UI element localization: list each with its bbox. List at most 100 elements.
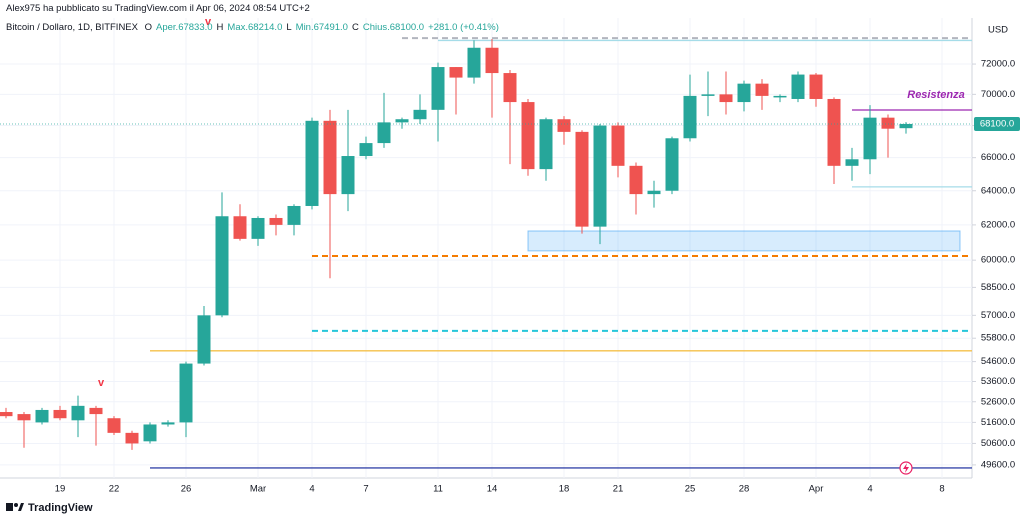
currency-label: USD bbox=[988, 25, 1008, 36]
y-tick-label: 57000.0 bbox=[981, 310, 1015, 321]
candle-body bbox=[287, 205, 301, 225]
x-tick-label: Mar bbox=[250, 484, 266, 495]
candle-body bbox=[629, 165, 643, 195]
last-price-box bbox=[974, 116, 1020, 131]
candle-body bbox=[125, 432, 139, 444]
candle-body bbox=[215, 216, 229, 316]
symbol-line: Bitcoin / Dollaro, 1D, BITFINEX O Aper.67… bbox=[6, 22, 503, 33]
grid bbox=[0, 18, 972, 478]
y-tick-label: 66000.0 bbox=[981, 152, 1015, 163]
ohlc-value: Aper.67833.0 bbox=[156, 22, 213, 33]
y-tick-label: 50600.0 bbox=[981, 438, 1015, 449]
x-tick-label: 21 bbox=[613, 484, 624, 495]
y-tick-label: 70000.0 bbox=[981, 89, 1015, 100]
candle-body bbox=[53, 409, 67, 419]
y-tick-label: 60000.0 bbox=[981, 255, 1015, 266]
candle-body bbox=[773, 95, 787, 98]
y-tick-label: 49600.0 bbox=[981, 459, 1015, 470]
alert-icon bbox=[899, 461, 913, 475]
x-tick-label: 11 bbox=[433, 484, 443, 495]
annotation: v bbox=[205, 16, 212, 28]
candle-body bbox=[467, 47, 481, 78]
candle-body bbox=[395, 119, 409, 123]
candle-body bbox=[161, 422, 175, 425]
candle-body bbox=[413, 109, 427, 120]
candle-body bbox=[521, 102, 535, 170]
alert-bolt bbox=[903, 463, 909, 473]
ohlc-key: H bbox=[216, 22, 224, 33]
candle-body bbox=[71, 405, 85, 421]
candle-body bbox=[863, 117, 877, 160]
x-tick-label: 28 bbox=[739, 484, 750, 495]
candle-body bbox=[449, 67, 463, 78]
y-tick-label: 72000.0 bbox=[981, 59, 1015, 70]
ohlc-key: L bbox=[286, 22, 292, 33]
candle-body bbox=[575, 131, 589, 227]
candle-body bbox=[557, 119, 571, 132]
x-tick-label: 14 bbox=[487, 484, 498, 495]
candle-body bbox=[0, 412, 13, 417]
x-tick-label: 22 bbox=[109, 484, 120, 495]
candle-body bbox=[251, 217, 265, 239]
candle-body bbox=[755, 83, 769, 96]
candle-body bbox=[683, 95, 697, 139]
candle-body bbox=[89, 407, 103, 415]
support-zone bbox=[527, 230, 961, 252]
y-tick-label: 52600.0 bbox=[981, 396, 1015, 407]
candle-body bbox=[593, 125, 607, 227]
candle-body bbox=[179, 363, 193, 423]
last-price-label: 68100.0 bbox=[980, 118, 1014, 129]
ohlc-key: O bbox=[144, 22, 153, 33]
x-tick-label: 18 bbox=[559, 484, 570, 495]
candle-body bbox=[305, 120, 319, 206]
x-tick-label: 4 bbox=[309, 484, 314, 495]
candle-body bbox=[377, 122, 391, 144]
x-tick-label: Apr bbox=[809, 484, 824, 495]
footer-brand: TradingView bbox=[28, 502, 93, 514]
footer-logo bbox=[6, 503, 24, 511]
x-tick-label: 25 bbox=[685, 484, 696, 495]
candle-body bbox=[899, 123, 913, 129]
symbol: Bitcoin / Dollaro, 1D, BITFINEX bbox=[6, 22, 138, 33]
x-tick-label: 4 bbox=[867, 484, 872, 495]
candle-body bbox=[611, 125, 625, 166]
candle-body bbox=[269, 217, 283, 225]
y-tick-label: 62000.0 bbox=[981, 219, 1015, 230]
candle-body bbox=[485, 47, 499, 74]
x-tick-label: 7 bbox=[363, 484, 368, 495]
x-tick-label: 26 bbox=[181, 484, 192, 495]
candle-body bbox=[701, 94, 715, 96]
candle-body bbox=[665, 138, 679, 191]
y-tick-label: 58500.0 bbox=[981, 282, 1015, 293]
y-tick-label: 53600.0 bbox=[981, 376, 1015, 387]
ohlc-value: Min.67491.0 bbox=[295, 22, 348, 33]
x-tick-label: 19 bbox=[55, 484, 66, 495]
candle-body bbox=[647, 190, 661, 195]
candle-body bbox=[431, 67, 445, 110]
annotation: v bbox=[98, 377, 105, 389]
candle-body bbox=[323, 120, 337, 195]
candle-body bbox=[827, 98, 841, 166]
candle-body bbox=[143, 424, 157, 442]
candle-body bbox=[341, 156, 355, 195]
change: +281.0 (+0.41%) bbox=[428, 22, 499, 33]
candle-body bbox=[539, 119, 553, 170]
candle-body bbox=[17, 414, 31, 421]
author-line: Alex975 ha pubblicato su TradingView.com… bbox=[6, 3, 310, 14]
candle-body bbox=[503, 73, 517, 103]
y-tick-label: 55800.0 bbox=[981, 333, 1015, 344]
candle-body bbox=[197, 315, 211, 364]
candle-body bbox=[719, 94, 733, 103]
candle-body bbox=[809, 74, 823, 99]
candle-body bbox=[233, 216, 247, 239]
y-tick-label: 64000.0 bbox=[981, 185, 1015, 196]
candle-body bbox=[359, 143, 373, 157]
candle-body bbox=[35, 409, 49, 423]
candle-body bbox=[737, 83, 751, 103]
y-tick-label: 54600.0 bbox=[981, 356, 1015, 367]
ohlc-key: C bbox=[351, 22, 359, 33]
candle-body bbox=[791, 74, 805, 99]
annotation: Resistenza bbox=[907, 89, 964, 101]
